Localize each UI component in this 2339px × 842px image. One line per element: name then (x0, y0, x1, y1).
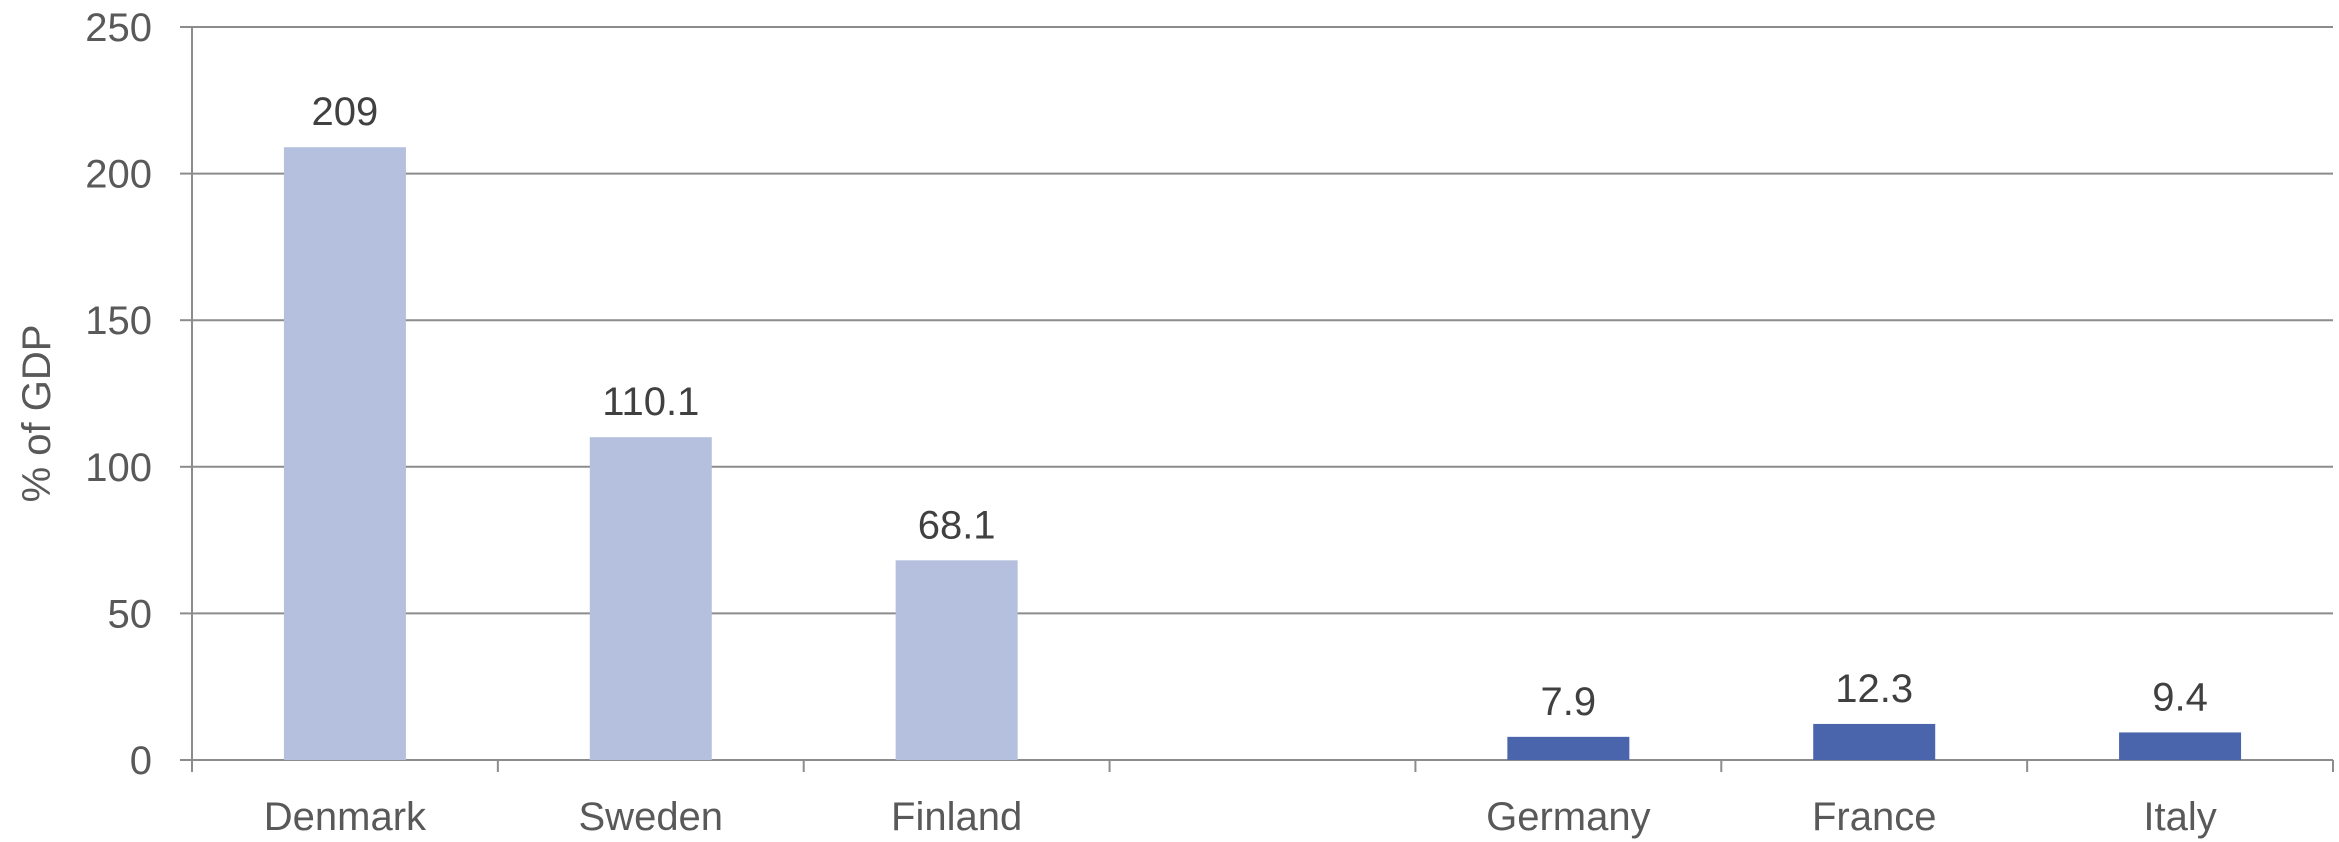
data-label: 209 (312, 90, 379, 134)
category-labels: Denmark Sweden Finland Germany France Italy (264, 795, 2217, 839)
bar (589, 437, 712, 760)
data-label: 110.1 (602, 380, 699, 424)
data-labels: 209 110.1 68.1 7.9 12.3 9.4 (312, 90, 2208, 724)
gridlines (180, 26, 2333, 761)
x-tick-label: France (1812, 795, 1937, 839)
data-label: 68.1 (918, 503, 996, 547)
x-tick-label: Denmark (264, 795, 427, 839)
y-tick-labels: 0 50 100 150 200 250 (85, 6, 152, 783)
data-label: 7.9 (1541, 680, 1597, 724)
bar (1507, 736, 1630, 760)
data-label: 9.4 (2152, 675, 2208, 719)
y-tick-label: 250 (85, 6, 152, 50)
x-tick-label: Sweden (579, 795, 724, 839)
y-tick-label: 150 (85, 299, 152, 343)
y-axis-title: % of GDP (15, 325, 59, 503)
x-tick-label: Germany (1486, 795, 1651, 839)
x-tick-marks (191, 760, 2334, 772)
y-tick-label: 200 (85, 153, 152, 197)
data-label: 12.3 (1835, 667, 1913, 711)
axes (191, 27, 2333, 761)
bar (2119, 732, 2242, 760)
bar (895, 560, 1018, 760)
bar (1813, 723, 1936, 760)
bars (283, 147, 2242, 760)
x-tick-label: Finland (891, 795, 1022, 839)
y-tick-label: 100 (85, 446, 152, 490)
x-tick-label: Italy (2143, 795, 2216, 839)
y-tick-label: 50 (108, 592, 153, 636)
y-tick-label: 0 (130, 739, 152, 783)
bar (283, 147, 406, 760)
